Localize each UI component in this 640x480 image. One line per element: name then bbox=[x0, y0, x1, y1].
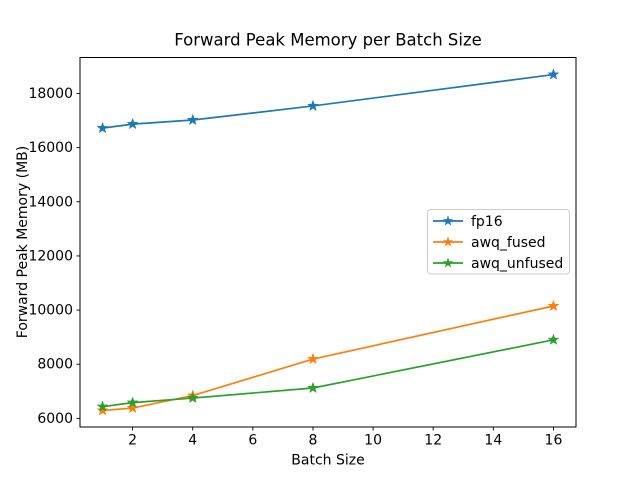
data-point-awq_unfused-b4 bbox=[186, 391, 199, 404]
y-tick-label: 8000 bbox=[37, 357, 73, 373]
series-lines bbox=[96, 68, 560, 416]
data-point-awq_fused-b16 bbox=[547, 299, 560, 312]
y-tick-label: 12000 bbox=[28, 248, 73, 264]
data-point-fp16-b1 bbox=[96, 121, 109, 134]
data-point-awq_fused-b1 bbox=[96, 404, 109, 416]
chart-title: Forward Peak Memory per Batch Size bbox=[174, 31, 482, 50]
y-tick-label: 18000 bbox=[28, 86, 73, 102]
data-point-fp16-b2 bbox=[126, 117, 139, 130]
x-tick-label: 10 bbox=[364, 433, 382, 449]
legend-box bbox=[427, 209, 570, 275]
legend-sample-marker-awq_unfused bbox=[442, 257, 454, 268]
data-point-awq_fused-b8 bbox=[306, 352, 320, 365]
x-tick-label: 8 bbox=[309, 433, 318, 449]
y-tick-label: 10000 bbox=[28, 303, 73, 319]
legend: fp16 awq_fused awq_unfused bbox=[427, 209, 570, 275]
y-axis-ticks: 6000 8000 10000 12000 14000 16000 18000 bbox=[28, 86, 80, 427]
y-tick-label: 16000 bbox=[28, 140, 73, 156]
data-point-awq_unfused-b16 bbox=[547, 333, 560, 345]
data-point-fp16-b8 bbox=[306, 99, 320, 112]
x-tick-label: 12 bbox=[424, 433, 442, 449]
y-tick-label: 14000 bbox=[28, 194, 73, 210]
y-axis-label: Forward Peak Memory (MB) bbox=[15, 146, 31, 338]
data-point-awq_fused-b2 bbox=[126, 401, 139, 414]
x-tick-label: 6 bbox=[248, 433, 257, 449]
legend-items: fp16 awq_fused awq_unfused bbox=[433, 214, 563, 272]
x-axis-ticks: 2 4 6 8 10 12 14 16 bbox=[128, 427, 562, 449]
x-tick-label: 14 bbox=[484, 433, 502, 449]
data-point-awq_unfused-b1 bbox=[96, 400, 109, 412]
x-tick-label: 16 bbox=[545, 433, 563, 449]
x-tick-label: 4 bbox=[188, 433, 197, 449]
legend-label-awq_unfused: awq_unfused bbox=[471, 256, 563, 272]
legend-sample-marker-fp16 bbox=[442, 215, 454, 226]
legend-sample-marker-awq_fused bbox=[442, 236, 454, 247]
data-point-fp16-b4 bbox=[186, 113, 199, 126]
legend-label-fp16: fp16 bbox=[471, 214, 503, 230]
x-axis-label: Batch Size bbox=[291, 453, 364, 469]
data-point-fp16-b16 bbox=[547, 68, 560, 80]
data-point-awq_unfused-b2 bbox=[126, 396, 139, 408]
data-point-awq_unfused-b8 bbox=[306, 381, 320, 394]
legend-label-awq_fused: awq_fused bbox=[471, 235, 546, 251]
x-tick-label: 2 bbox=[128, 433, 137, 449]
y-tick-label: 6000 bbox=[37, 411, 73, 427]
axes-spines bbox=[79, 57, 577, 428]
